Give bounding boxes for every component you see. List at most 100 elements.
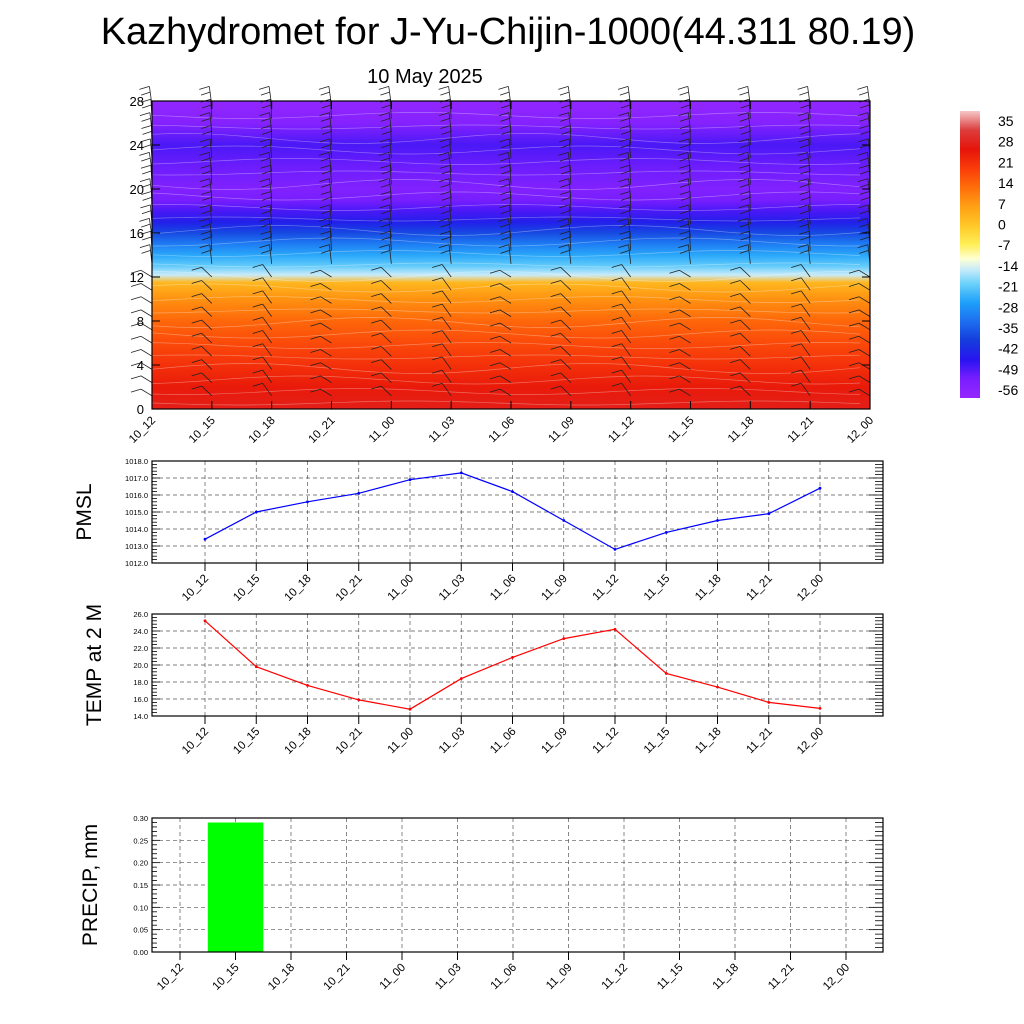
wind-barb <box>252 303 272 317</box>
colorbar-label: -7 <box>998 237 1011 253</box>
x-tick-label: 11_12 <box>591 573 622 604</box>
wind-barb <box>489 335 512 344</box>
contour-line <box>151 388 861 395</box>
x-tick-label: 11_09 <box>539 726 570 757</box>
wind-barb <box>191 385 213 397</box>
wind-barb <box>669 309 691 317</box>
x-tick-label: 11_00 <box>367 415 398 446</box>
pmsl-point <box>203 537 207 541</box>
x-tick-label: 10_18 <box>283 726 314 757</box>
wind-barb <box>432 369 452 383</box>
wind-barb <box>199 152 213 172</box>
wind-barb <box>791 369 811 383</box>
wind-barb <box>611 303 631 317</box>
wind-barb <box>259 204 273 225</box>
wind-barb <box>439 164 452 185</box>
wind-barb <box>191 266 213 278</box>
wind-barb <box>730 293 751 304</box>
y-tick-label: 16 <box>130 226 144 241</box>
wind-barb <box>378 152 392 172</box>
wind-barb <box>611 382 631 397</box>
wind-barb <box>611 277 631 291</box>
wind-barb <box>669 362 691 370</box>
wind-barb <box>438 178 452 198</box>
wind-barb <box>432 356 452 370</box>
wind-barb <box>439 230 452 251</box>
wind-barb <box>738 244 751 264</box>
wind-barb <box>371 385 392 397</box>
wind-barb <box>499 230 512 251</box>
wind-barb <box>319 204 332 225</box>
wind-barb <box>737 218 751 238</box>
wind-barb <box>678 178 691 198</box>
contour-line <box>151 133 861 144</box>
wind-barb <box>737 152 751 172</box>
x-tick-label: 11_18 <box>693 726 724 757</box>
wind-barb <box>730 319 751 331</box>
wind-barb <box>260 164 273 185</box>
wind-barb <box>252 356 272 370</box>
wind-barb <box>730 359 751 370</box>
wind-barb <box>550 280 572 291</box>
chart-subtitle: 10 May 2025 <box>367 66 483 88</box>
wind-barb <box>252 316 272 331</box>
x-tick-label: 10_18 <box>266 962 297 993</box>
wind-barb <box>677 152 691 172</box>
y-tick-label: 22.0 <box>133 644 148 653</box>
y-tick-label: 1018.0 <box>125 457 148 466</box>
wind-barb <box>438 244 452 264</box>
colorbar <box>960 111 980 398</box>
wind-barb <box>439 138 452 159</box>
colorbar-label: 21 <box>998 154 1014 170</box>
wind-barb <box>797 178 811 198</box>
wind-barb <box>558 218 572 238</box>
wind-barb <box>320 230 332 251</box>
wind-barb <box>252 343 272 357</box>
wind-barb <box>797 244 811 264</box>
contour-line <box>151 179 861 190</box>
wind-barb <box>678 112 691 132</box>
temp-2m-point <box>818 707 822 710</box>
wind-barb <box>559 164 572 185</box>
wind-barb <box>130 269 153 278</box>
wind-barb <box>550 385 572 397</box>
wind-barb <box>797 218 811 238</box>
wind-barb <box>489 375 512 383</box>
contour-line <box>151 262 861 268</box>
wind-barb <box>669 349 691 357</box>
wind-barb <box>559 138 572 159</box>
wind-barb <box>130 296 153 304</box>
x-tick-label: 11_06 <box>488 573 519 604</box>
wind-barb <box>618 204 632 225</box>
wind-barb <box>489 322 512 331</box>
x-tick-label: 11_03 <box>437 573 468 604</box>
wind-barb <box>318 152 332 172</box>
contour-line <box>151 354 861 360</box>
wind-barb <box>200 204 213 225</box>
x-tick-label: 10_21 <box>322 962 353 993</box>
temp-2m-point <box>767 701 771 704</box>
wind-barb <box>432 264 452 278</box>
wind-barb <box>191 293 213 304</box>
wind-barb <box>791 343 811 357</box>
wind-barb <box>498 244 512 264</box>
y-tick-label: 0.15 <box>133 881 148 890</box>
wind-barb <box>848 335 871 344</box>
contour-line <box>151 342 861 349</box>
wind-barb <box>791 356 811 370</box>
wind-barb <box>130 362 153 370</box>
contour-line <box>151 329 861 339</box>
wind-barb <box>618 138 632 159</box>
wind-barb <box>371 372 392 383</box>
pmsl-point <box>408 478 412 482</box>
x-tick-label: 11_00 <box>378 962 409 993</box>
wind-barb <box>139 244 153 264</box>
y-axis-label: PRECIP, mm <box>79 824 102 946</box>
wind-barb <box>797 112 811 132</box>
wind-barb <box>252 290 272 304</box>
pmsl-point <box>716 519 719 522</box>
wind-barb <box>379 112 392 132</box>
wind-barb <box>252 330 272 344</box>
x-tick-label: 11_15 <box>666 415 697 446</box>
wind-barb <box>498 152 512 172</box>
